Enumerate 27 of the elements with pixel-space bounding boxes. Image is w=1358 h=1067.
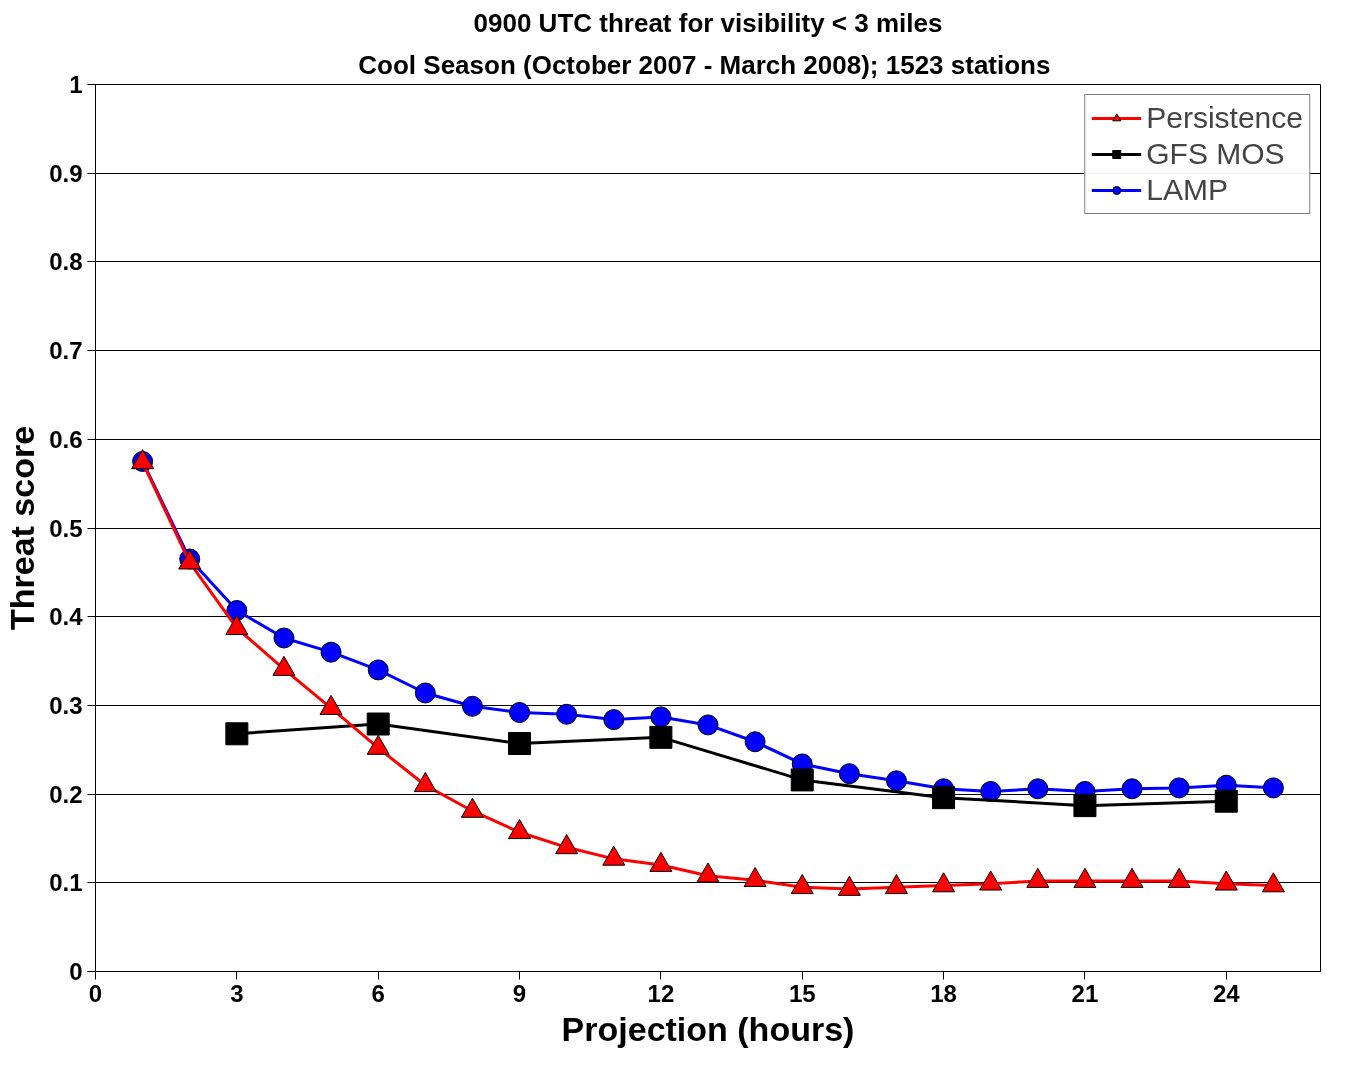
y-tick-label: 0.8 xyxy=(49,248,83,276)
y-tick-label: 0.6 xyxy=(49,425,83,453)
legend-label: LAMP xyxy=(1146,173,1228,207)
x-tick-label: 6 xyxy=(371,979,385,1007)
x-tick-label: 24 xyxy=(1212,979,1241,1007)
y-tick-label: 0.2 xyxy=(49,780,83,808)
x-axis-title: Projection (hours) xyxy=(561,1009,855,1048)
chart-title: 0900 UTC threat for visibility < 3 miles xyxy=(473,7,943,38)
y-tick-label: 0.7 xyxy=(49,337,83,365)
x-tick-label: 21 xyxy=(1071,979,1099,1007)
x-tick-label: 12 xyxy=(647,979,675,1007)
y-tick-label: 0.3 xyxy=(49,691,83,719)
legend-label: GFS MOS xyxy=(1146,137,1285,171)
legend-label: Persistence xyxy=(1146,101,1303,135)
y-axis-title: Threat score xyxy=(3,425,42,631)
y-tick-label: 0.1 xyxy=(49,869,83,897)
x-tick-label: 18 xyxy=(930,979,957,1007)
x-tick-label: 0 xyxy=(88,979,103,1007)
y-tick-label: 0.4 xyxy=(49,603,84,631)
x-tick-label: 15 xyxy=(788,979,816,1007)
y-tick-label: 0.9 xyxy=(49,159,83,187)
y-tick-label: 0.5 xyxy=(49,514,83,542)
y-tick-label: 1 xyxy=(69,71,83,98)
x-tick-label: 3 xyxy=(230,979,244,1007)
y-tick-label: 0 xyxy=(69,958,83,985)
chart-subtitle: Cool Season (October 2007 - March 2008); 1523 stations xyxy=(358,49,1051,80)
x-tick-label: 9 xyxy=(512,979,527,1007)
